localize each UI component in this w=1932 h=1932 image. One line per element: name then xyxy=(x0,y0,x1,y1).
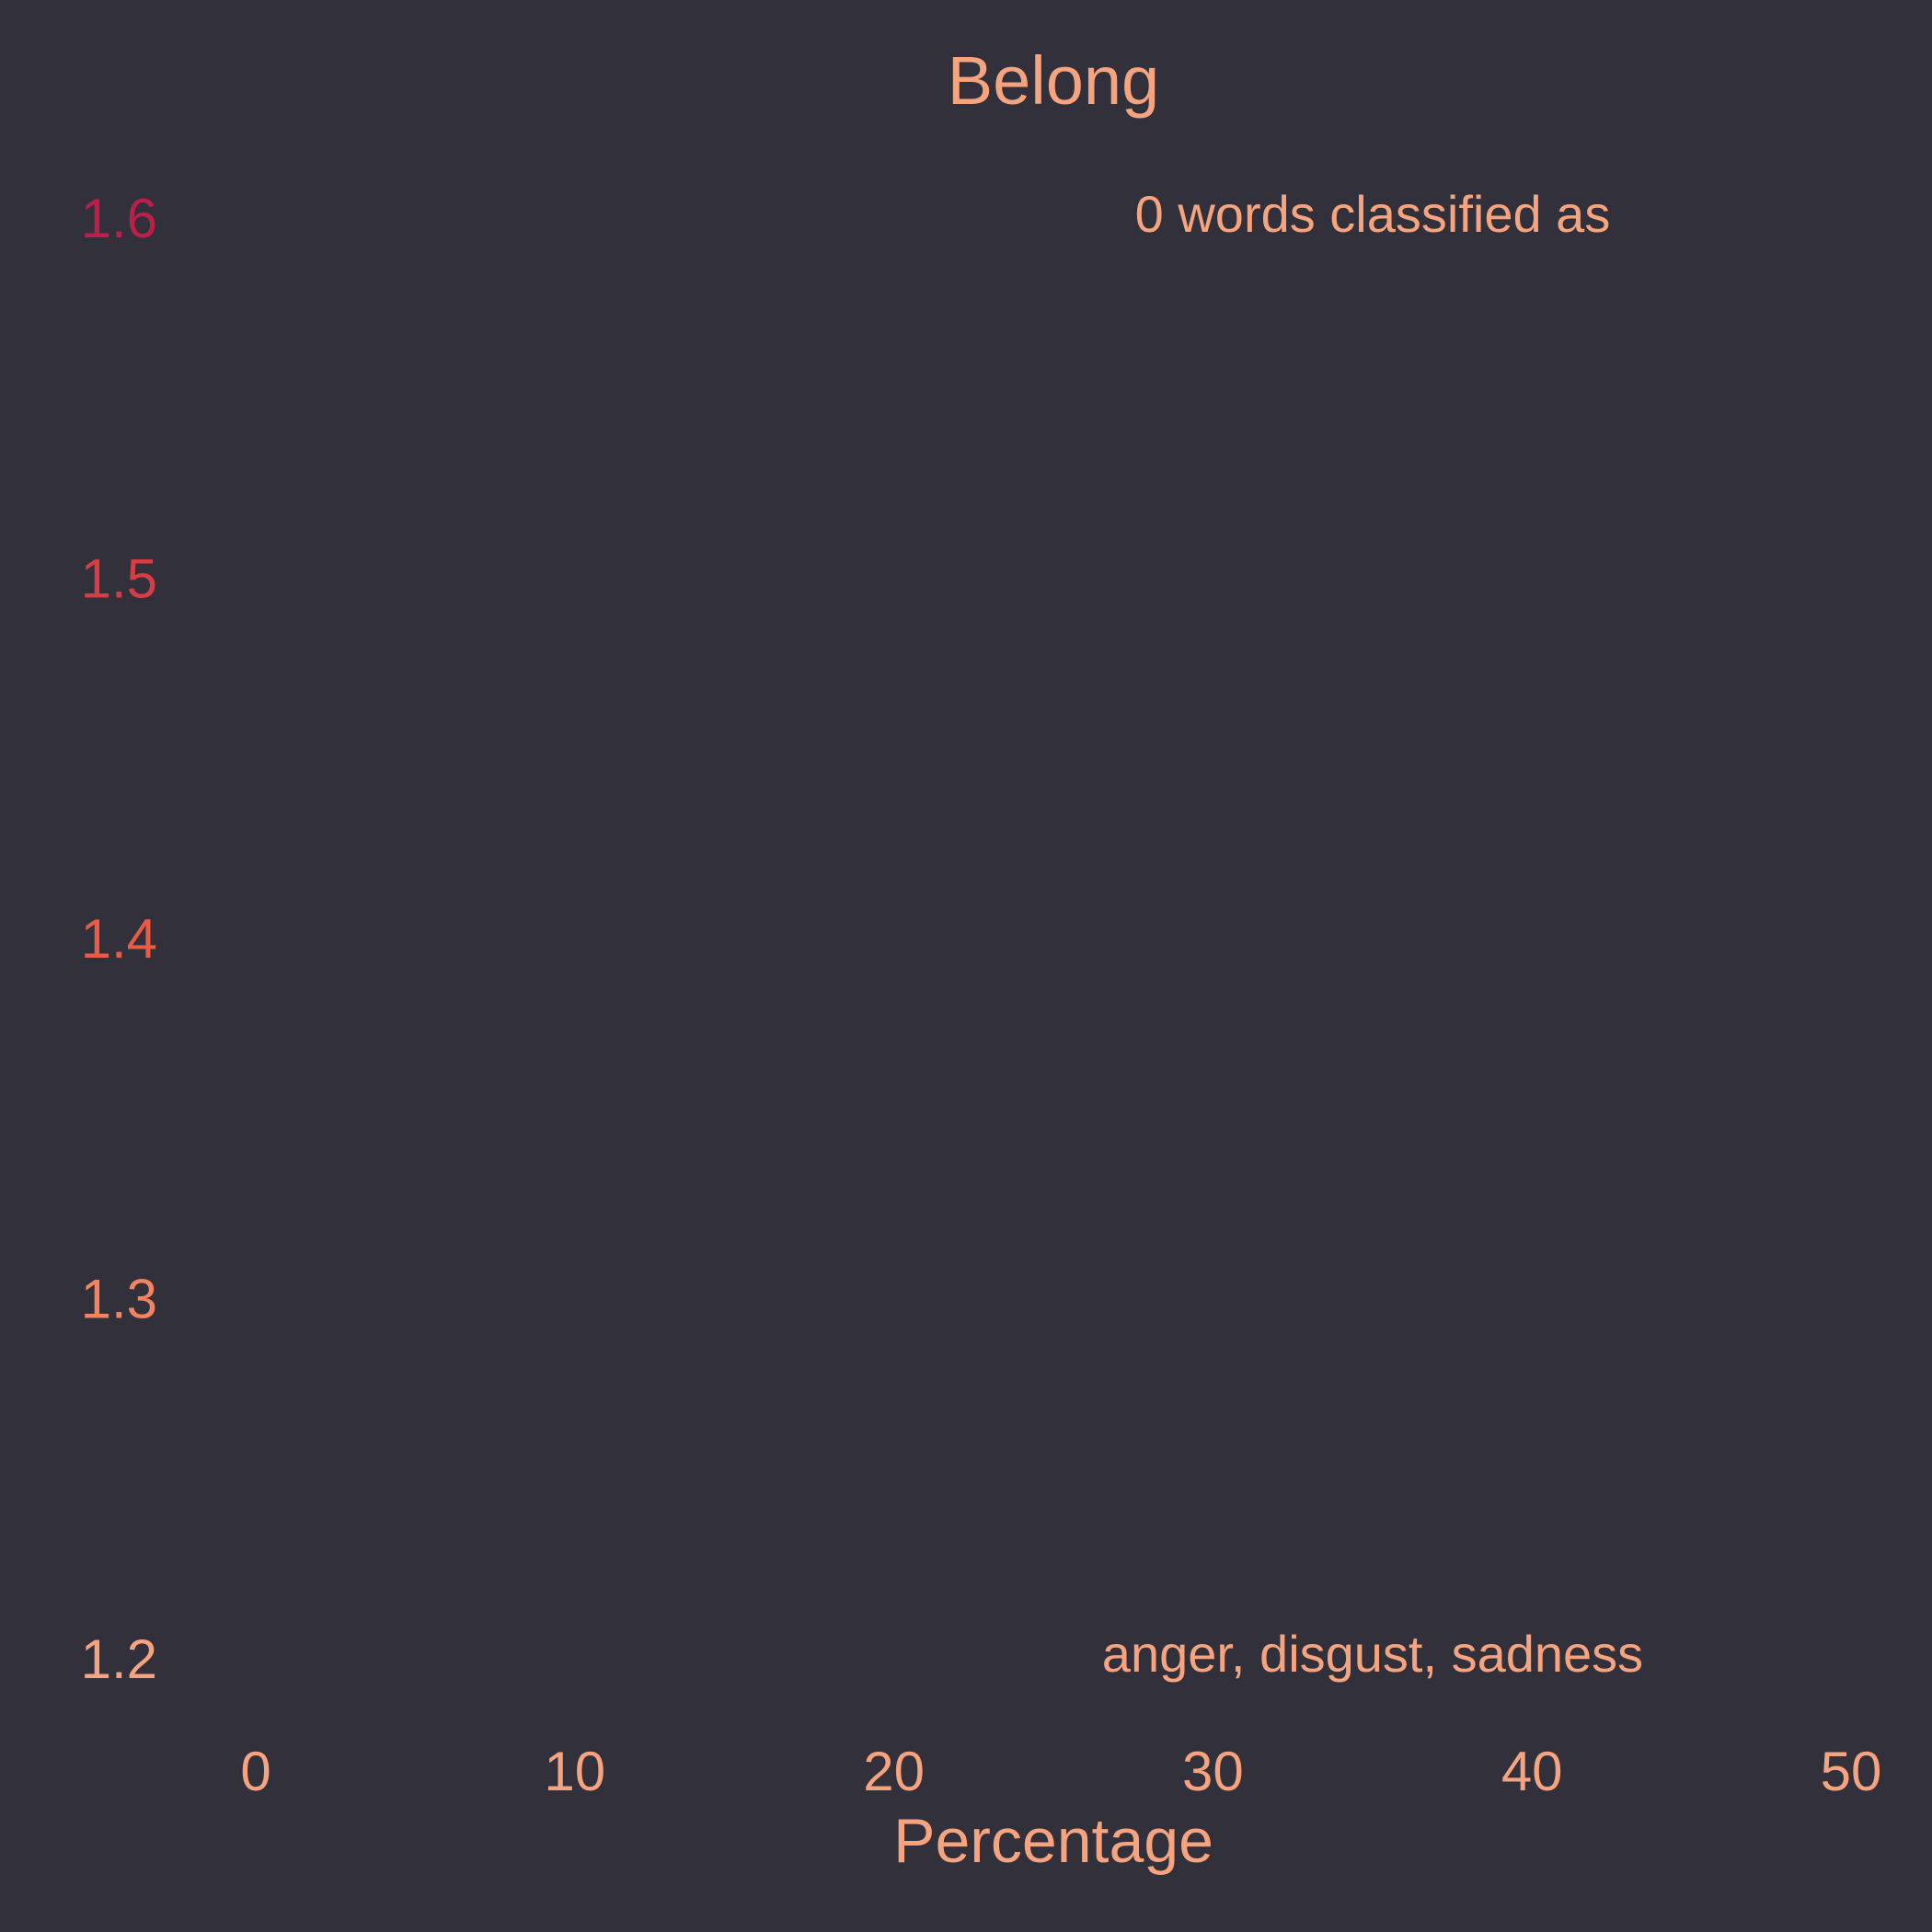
y-tick-label: 1.5 xyxy=(81,548,157,610)
chart-title: Belong xyxy=(948,42,1159,119)
x-tick-label: 50 xyxy=(1821,1741,1882,1802)
x-axis-label: Percentage xyxy=(893,1806,1213,1876)
x-axis-ticks: 0 10 20 30 40 50 xyxy=(240,1741,1881,1802)
y-tick-label: 1.3 xyxy=(81,1269,157,1330)
x-tick-label: 40 xyxy=(1501,1741,1563,1802)
x-tick-label: 0 xyxy=(240,1741,270,1802)
annotation-line-1: 0 words classified as xyxy=(1135,185,1611,243)
y-tick-label: 1.2 xyxy=(81,1628,157,1690)
x-tick-label: 20 xyxy=(863,1741,925,1802)
annotation-line-2: anger, disgust, sadness xyxy=(1102,1625,1643,1683)
y-axis-ticks: 1.2 1.3 1.4 1.5 1.6 xyxy=(81,188,157,1690)
y-tick-label: 1.6 xyxy=(81,188,157,249)
y-tick-label: 1.4 xyxy=(81,908,157,970)
x-tick-label: 30 xyxy=(1182,1741,1244,1802)
x-tick-label: 10 xyxy=(544,1741,605,1802)
